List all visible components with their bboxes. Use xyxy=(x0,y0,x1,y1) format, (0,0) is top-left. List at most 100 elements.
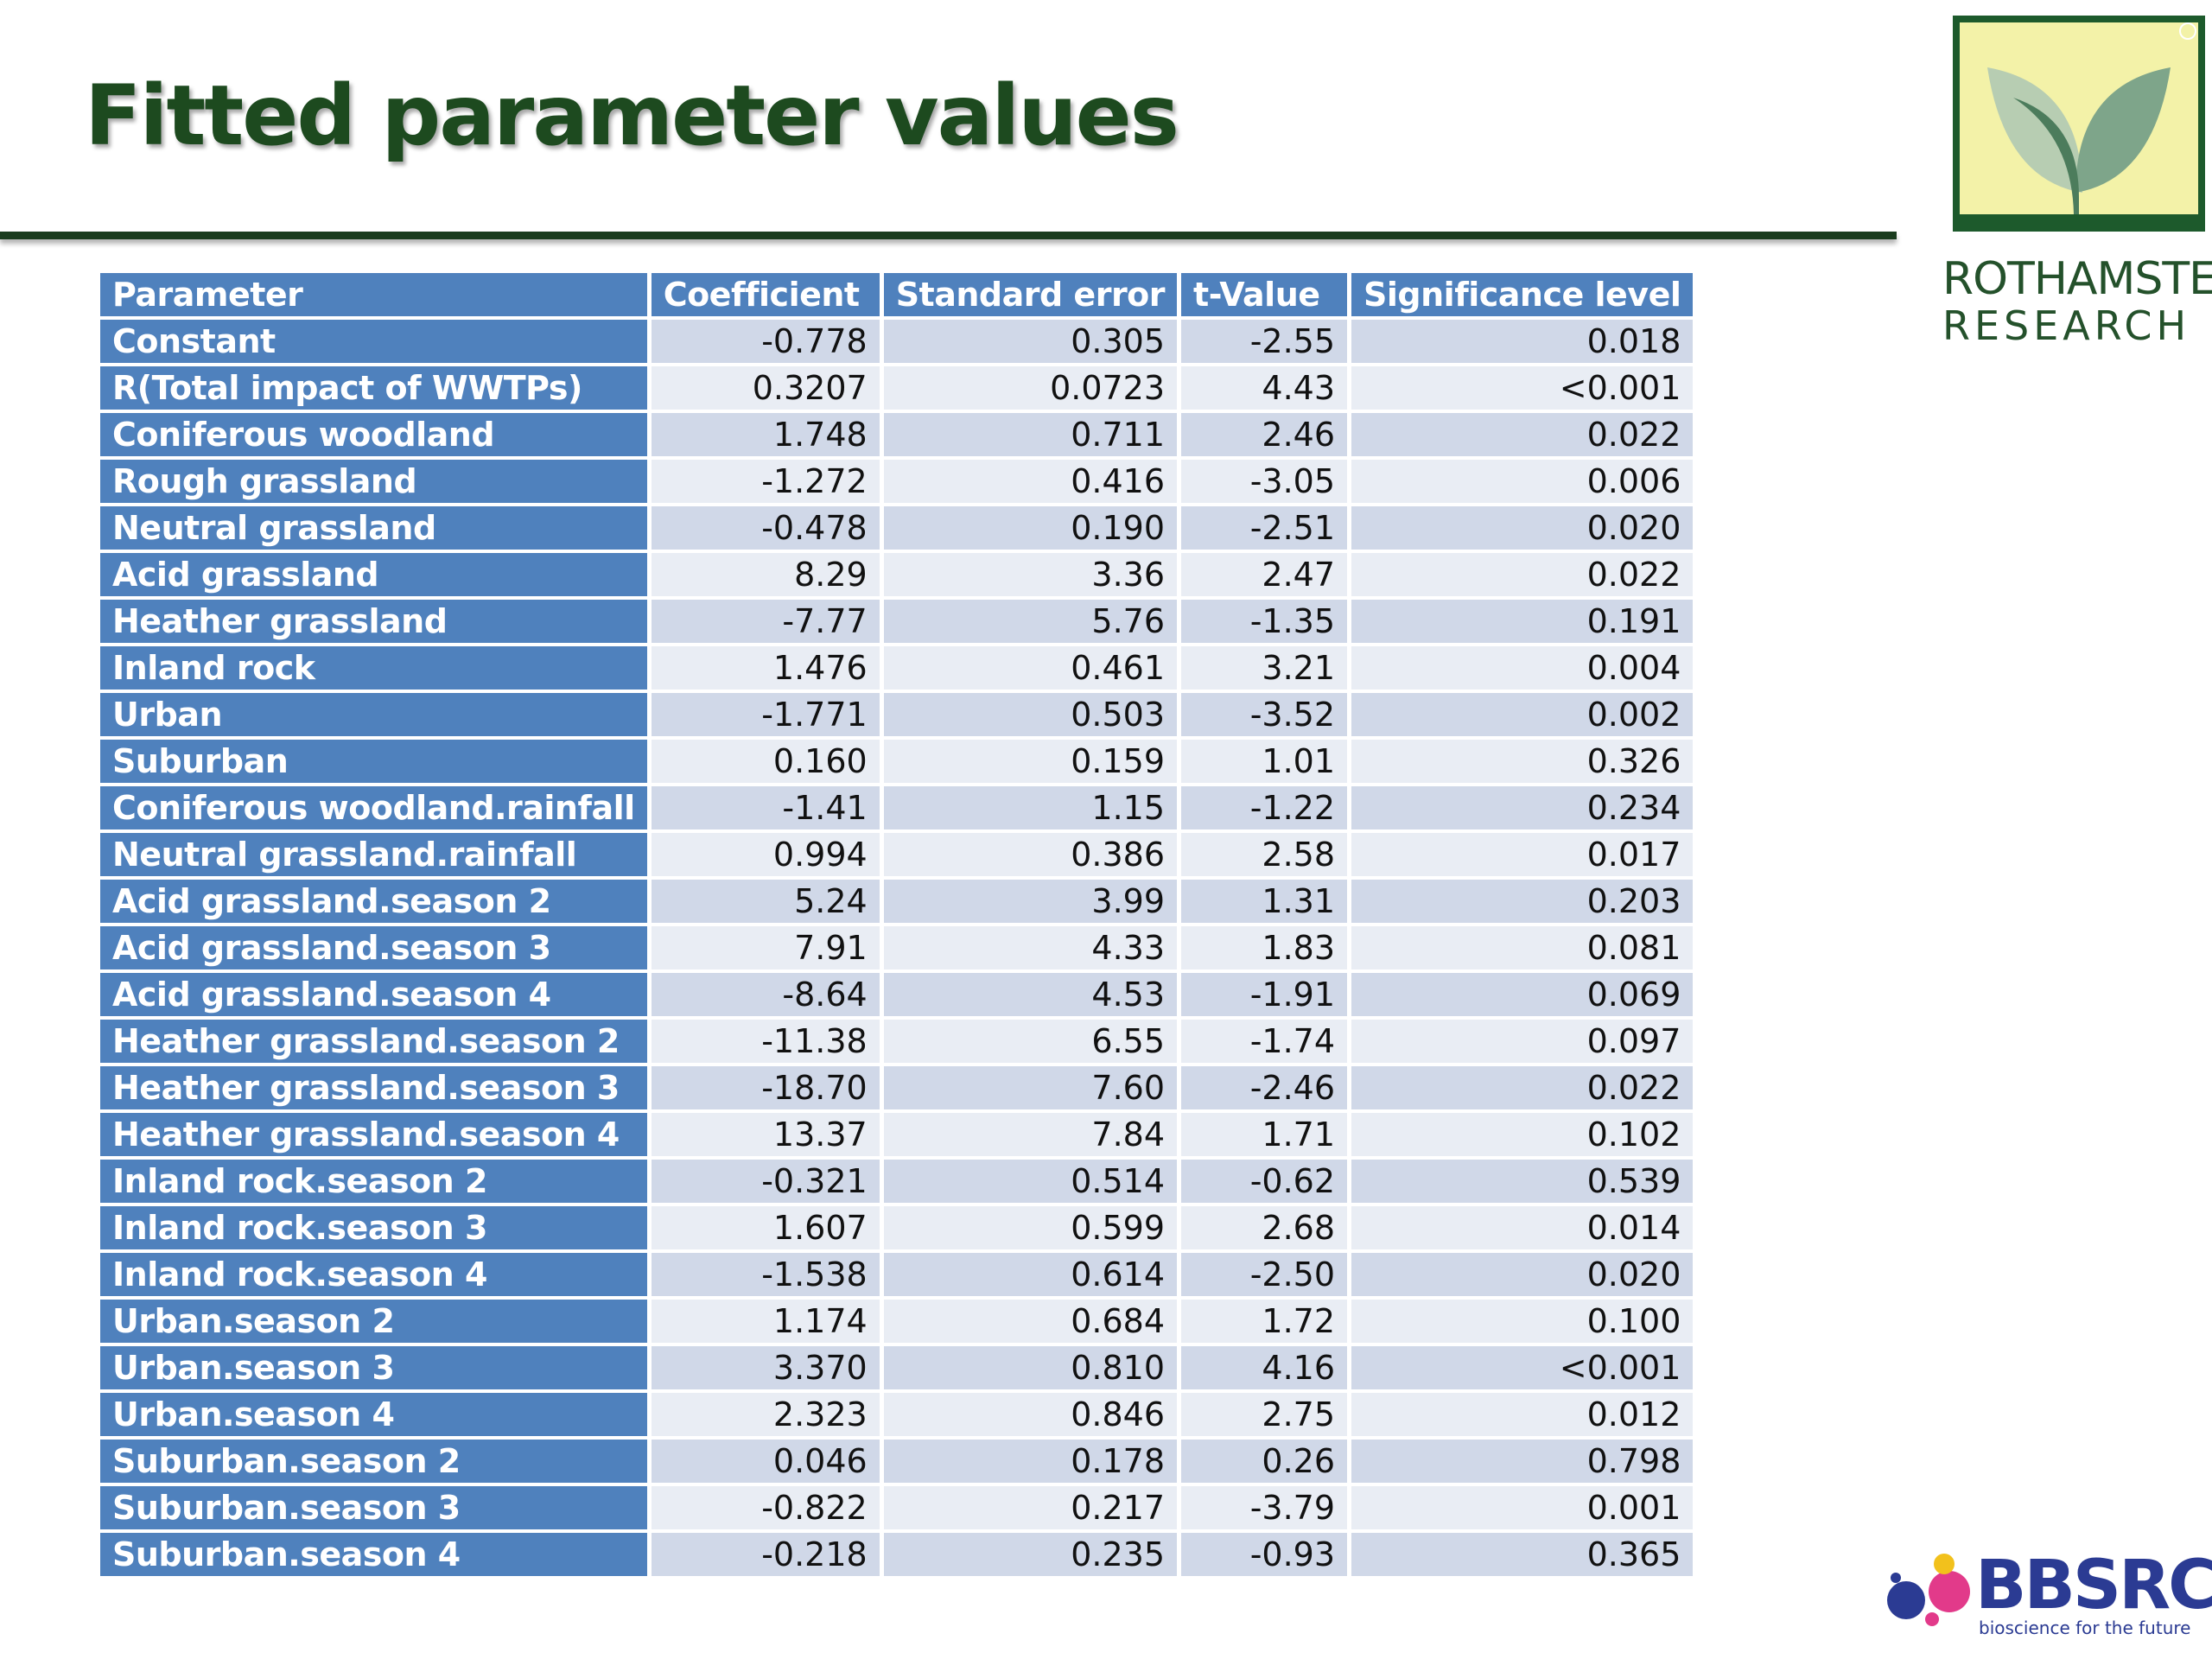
cell-parameter: Coniferous woodland xyxy=(100,413,647,456)
cell-parameter: R(Total impact of WWTPs) xyxy=(100,366,647,410)
cell-coefficient: -0.321 xyxy=(651,1160,880,1203)
cell-coefficient: 0.3207 xyxy=(651,366,880,410)
cell-parameter: Inland rock xyxy=(100,646,647,690)
cell-parameter: Acid grassland xyxy=(100,553,647,596)
cell-t-value: -1.35 xyxy=(1181,600,1348,643)
cell-significance-level: 0.539 xyxy=(1351,1160,1694,1203)
cell-standard-error: 0.386 xyxy=(883,833,1178,876)
cell-standard-error: 0.684 xyxy=(883,1300,1178,1343)
cell-parameter: Suburban.season 3 xyxy=(100,1486,647,1529)
cell-significance-level: 0.203 xyxy=(1351,880,1694,923)
table-row: Acid grassland.season 4 -8.64 4.53 -1.91 0.0… xyxy=(100,973,1694,1016)
cell-significance-level: 0.020 xyxy=(1351,506,1694,550)
cell-coefficient: 7.91 xyxy=(651,926,880,969)
rothamsted-logo xyxy=(1953,16,2205,232)
table-row: Acid grassland.season 2 5.24 3.99 1.31 0.203 xyxy=(100,880,1694,923)
cell-t-value: 1.31 xyxy=(1181,880,1348,923)
cell-standard-error: 0.711 xyxy=(883,413,1178,456)
cell-coefficient: 1.174 xyxy=(651,1300,880,1343)
table-row: Neutral grassland.rainfall 0.994 0.386 2.58… xyxy=(100,833,1694,876)
table-row: Constant -0.778 0.305 -2.55 0.018 xyxy=(100,320,1694,363)
cell-standard-error: 0.416 xyxy=(883,460,1178,503)
cell-t-value: -1.22 xyxy=(1181,786,1348,830)
fitted-parameters-table: Parameter Coefficient Standard error t-V… xyxy=(96,270,1697,1580)
cell-t-value: 3.21 xyxy=(1181,646,1348,690)
cell-coefficient: 2.323 xyxy=(651,1393,880,1436)
cell-t-value: 1.72 xyxy=(1181,1300,1348,1343)
table-row: Suburban.season 2 0.046 0.178 0.26 0.798 xyxy=(100,1440,1694,1483)
cell-standard-error: 0.305 xyxy=(883,320,1178,363)
cell-t-value: -1.74 xyxy=(1181,1020,1348,1063)
cell-coefficient: -18.70 xyxy=(651,1066,880,1109)
cell-standard-error: 0.503 xyxy=(883,693,1178,736)
cell-coefficient: 13.37 xyxy=(651,1113,880,1156)
rothamsted-line-1: ROTHAMSTED xyxy=(1942,253,2212,305)
cell-parameter: Urban xyxy=(100,693,647,736)
cell-coefficient: 0.046 xyxy=(651,1440,880,1483)
cell-significance-level: 0.012 xyxy=(1351,1393,1694,1436)
table-row: Inland rock.season 3 1.607 0.599 2.68 0.014 xyxy=(100,1206,1694,1249)
cell-significance-level: 0.014 xyxy=(1351,1206,1694,1249)
cell-standard-error: 0.178 xyxy=(883,1440,1178,1483)
table-row: Heather grassland.season 4 13.37 7.84 1.71 0… xyxy=(100,1113,1694,1156)
cell-coefficient: -0.822 xyxy=(651,1486,880,1529)
table-body: Constant -0.778 0.305 -2.55 0.018 R(Total imp… xyxy=(100,320,1694,1576)
column-header-parameter: Parameter xyxy=(100,273,647,316)
table-row: Inland rock.season 4 -1.538 0.614 -2.50 0.02… xyxy=(100,1253,1694,1296)
cell-coefficient: -1.272 xyxy=(651,460,880,503)
cell-parameter: Neutral grassland.rainfall xyxy=(100,833,647,876)
cell-t-value: 1.71 xyxy=(1181,1113,1348,1156)
cell-standard-error: 7.60 xyxy=(883,1066,1178,1109)
cell-significance-level: 0.022 xyxy=(1351,1066,1694,1109)
cell-significance-level: 0.020 xyxy=(1351,1253,1694,1296)
cell-parameter: Acid grassland.season 3 xyxy=(100,926,647,969)
cell-coefficient: 0.994 xyxy=(651,833,880,876)
bbsrc-tagline: bioscience for the future xyxy=(1979,1618,2191,1638)
cell-t-value: 2.46 xyxy=(1181,413,1348,456)
cell-significance-level: 0.081 xyxy=(1351,926,1694,969)
cell-parameter: Heather grassland xyxy=(100,600,647,643)
cell-parameter: Rough grassland xyxy=(100,460,647,503)
cell-parameter: Inland rock.season 3 xyxy=(100,1206,647,1249)
cell-parameter: Constant xyxy=(100,320,647,363)
cell-significance-level: <0.001 xyxy=(1351,1346,1694,1389)
cell-coefficient: 0.160 xyxy=(651,740,880,783)
table-row: Urban.season 3 3.370 0.810 4.16 <0.001 xyxy=(100,1346,1694,1389)
cell-t-value: -1.91 xyxy=(1181,973,1348,1016)
cell-significance-level: 0.326 xyxy=(1351,740,1694,783)
cell-parameter: Inland rock.season 4 xyxy=(100,1253,647,1296)
cell-standard-error: 0.235 xyxy=(883,1533,1178,1576)
cell-parameter: Acid grassland.season 2 xyxy=(100,880,647,923)
cell-coefficient: -7.77 xyxy=(651,600,880,643)
cell-t-value: -2.55 xyxy=(1181,320,1348,363)
cell-standard-error: 0.599 xyxy=(883,1206,1178,1249)
cell-parameter: Urban.season 4 xyxy=(100,1393,647,1436)
cell-t-value: -2.51 xyxy=(1181,506,1348,550)
cell-t-value: 2.75 xyxy=(1181,1393,1348,1436)
table-row: Rough grassland -1.272 0.416 -3.05 0.006 xyxy=(100,460,1694,503)
cell-standard-error: 4.33 xyxy=(883,926,1178,969)
cell-coefficient: -11.38 xyxy=(651,1020,880,1063)
cell-significance-level: 0.234 xyxy=(1351,786,1694,830)
table-row: Urban.season 2 1.174 0.684 1.72 0.100 xyxy=(100,1300,1694,1343)
cell-parameter: Coniferous woodland.rainfall xyxy=(100,786,647,830)
cell-t-value: 2.68 xyxy=(1181,1206,1348,1249)
table-row: Heather grassland.season 3 -18.70 7.60 -2.4… xyxy=(100,1066,1694,1109)
cell-standard-error: 0.461 xyxy=(883,646,1178,690)
cell-significance-level: 0.798 xyxy=(1351,1440,1694,1483)
table-row: R(Total impact of WWTPs) 0.3207 0.0723 4.43… xyxy=(100,366,1694,410)
cell-coefficient: -8.64 xyxy=(651,973,880,1016)
table-row: Inland rock.season 2 -0.321 0.514 -0.62 0.53… xyxy=(100,1160,1694,1203)
table-row: Suburban 0.160 0.159 1.01 0.326 xyxy=(100,740,1694,783)
cell-parameter: Suburban.season 2 xyxy=(100,1440,647,1483)
cell-significance-level: 0.001 xyxy=(1351,1486,1694,1529)
table-header-row: Parameter Coefficient Standard error t-V… xyxy=(100,273,1694,316)
cell-standard-error: 3.99 xyxy=(883,880,1178,923)
cell-t-value: 2.47 xyxy=(1181,553,1348,596)
cell-standard-error: 3.36 xyxy=(883,553,1178,596)
cell-t-value: -3.52 xyxy=(1181,693,1348,736)
table-row: Heather grassland -7.77 5.76 -1.35 0.191 xyxy=(100,600,1694,643)
cell-coefficient: -0.478 xyxy=(651,506,880,550)
cell-significance-level: 0.022 xyxy=(1351,413,1694,456)
cell-t-value: 1.01 xyxy=(1181,740,1348,783)
